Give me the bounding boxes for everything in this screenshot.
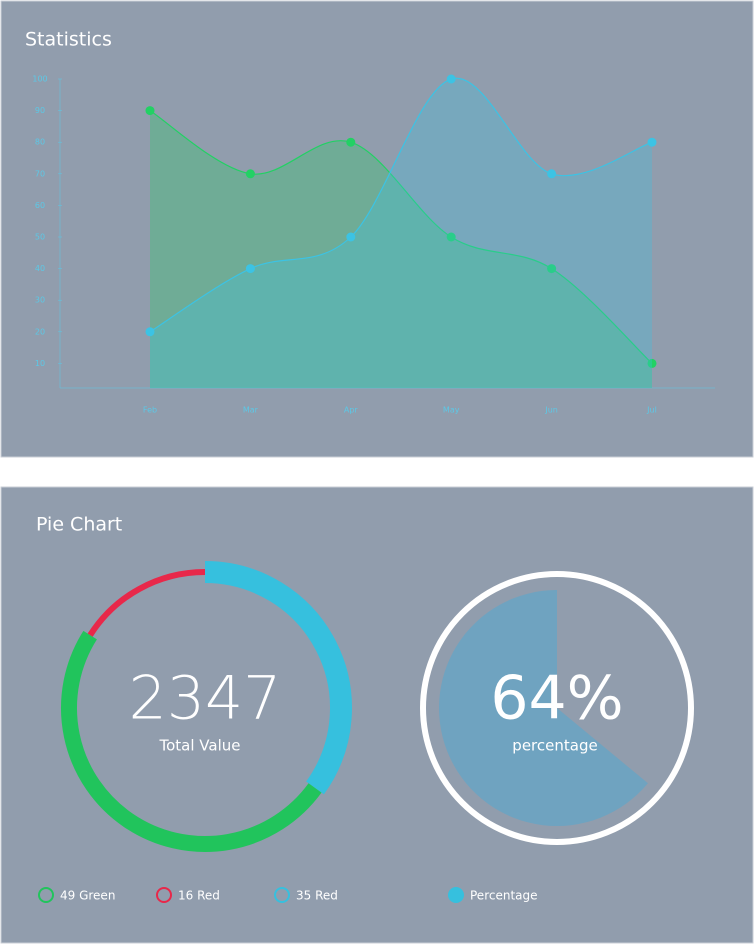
pie-slice xyxy=(439,590,648,826)
legend-marker xyxy=(38,887,54,903)
legend-label: 35 Red xyxy=(296,889,338,903)
y-tick-label: 50 xyxy=(35,233,45,242)
panel-title: Statistics xyxy=(25,29,112,51)
point xyxy=(346,137,356,147)
point xyxy=(145,106,155,116)
center-value: 2347 xyxy=(129,664,282,734)
pie-label: percentage xyxy=(512,737,597,755)
y-tick-label: 100 xyxy=(32,75,47,84)
y-tick-label: 10 xyxy=(35,359,45,368)
y-tick-label: 80 xyxy=(35,138,45,147)
x-tick-label: Jul xyxy=(646,406,657,415)
line xyxy=(149,110,653,364)
y-tick-label: 90 xyxy=(35,106,45,115)
point xyxy=(346,232,356,242)
pie-ring xyxy=(420,571,694,845)
area xyxy=(150,110,652,388)
legend-label: Percentage xyxy=(470,889,538,903)
x-tick-label: Apr xyxy=(344,406,359,415)
x-tick-label: Jun xyxy=(544,406,558,415)
point xyxy=(647,358,657,368)
point xyxy=(245,264,255,274)
pie-panel xyxy=(0,486,754,944)
legend-marker xyxy=(156,887,172,903)
donut-arc xyxy=(87,569,206,637)
point xyxy=(547,169,557,179)
legend-marker xyxy=(448,887,464,903)
area xyxy=(150,78,652,388)
legend-label: 49 Green xyxy=(60,889,115,903)
y-tick-label: 60 xyxy=(35,201,45,210)
y-tick-label: 20 xyxy=(35,327,45,336)
x-tick-label: May xyxy=(443,406,460,415)
panel-title: Pie Chart xyxy=(36,514,122,536)
legend-marker xyxy=(274,887,290,903)
x-tick-label: Feb xyxy=(143,406,157,415)
point xyxy=(446,232,456,242)
point xyxy=(547,264,557,274)
x-tick-label: Mar xyxy=(243,406,259,415)
point xyxy=(145,327,155,337)
y-tick-label: 70 xyxy=(35,169,45,178)
point xyxy=(446,74,456,84)
legend-label: 16 Red xyxy=(178,889,220,903)
y-tick-label: 30 xyxy=(35,296,45,305)
point xyxy=(647,137,657,147)
statistics-panel xyxy=(0,0,754,458)
y-tick-label: 40 xyxy=(35,264,45,273)
center-label: Total Value xyxy=(159,737,241,755)
point xyxy=(245,169,255,179)
donut-arc xyxy=(204,561,352,795)
donut-arc xyxy=(61,630,322,852)
pie-value: 64% xyxy=(490,664,623,734)
